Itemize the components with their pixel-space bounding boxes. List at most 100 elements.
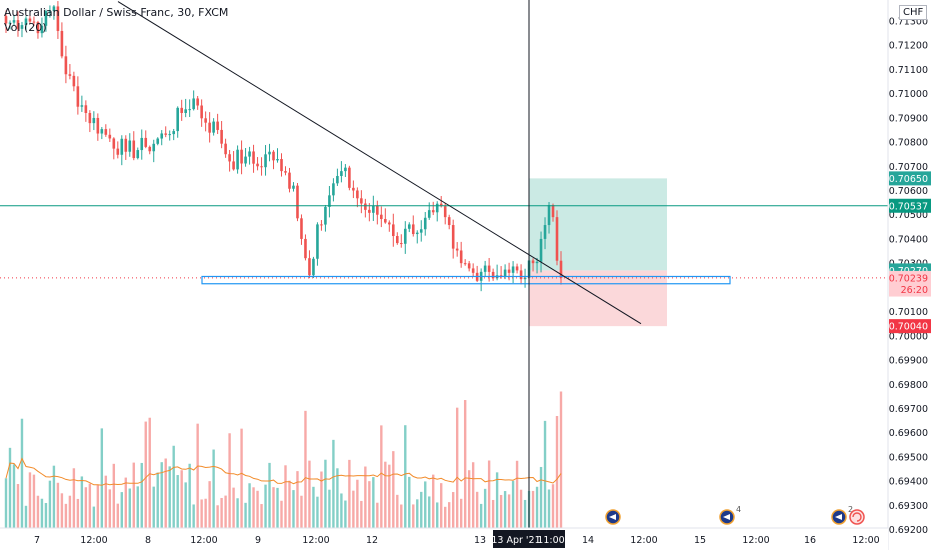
volume-bar [412, 504, 415, 528]
candle-body [344, 167, 347, 172]
event-count-label: 2 [848, 505, 853, 514]
volume-bar [396, 494, 399, 528]
candle-body [156, 138, 160, 144]
volume-bar [499, 494, 503, 528]
time-tick-label: 14 [582, 535, 594, 546]
volume-bar [380, 425, 383, 528]
economic-event-flag-icon[interactable]: 4 [719, 505, 741, 525]
volume-bar [136, 486, 139, 528]
candle-body [220, 129, 223, 144]
economic-event-flag-icon[interactable] [605, 509, 621, 525]
candle-body [148, 146, 152, 152]
volume-bar [8, 447, 12, 528]
volume-bar [48, 480, 52, 528]
candle-body [471, 268, 475, 273]
candle-body [20, 25, 24, 29]
price-tag-label: 0.70040 [889, 322, 928, 333]
volume-bar [144, 421, 147, 528]
drawing-overlays[interactable] [0, 0, 888, 528]
volume-bar [244, 502, 247, 528]
volume-bars [4, 391, 563, 528]
flag-glyph [723, 514, 730, 520]
candle-body [244, 156, 247, 164]
candle-body [4, 16, 8, 24]
volume-bar [368, 481, 371, 528]
volume-bar [64, 503, 68, 528]
candle-body [372, 205, 375, 213]
candle-body [52, 6, 56, 11]
candle-body [463, 263, 467, 265]
volume-bar [420, 491, 423, 528]
time-axis[interactable]: 7 12:00 8 12:00 9 12:00 12 13 14 12:00 15 12:00 16 12… [0, 505, 888, 550]
volume-bar [448, 502, 451, 528]
candle-body [88, 112, 92, 124]
volume-bar [148, 417, 151, 528]
volume-bar [284, 465, 287, 528]
volume-bar [352, 490, 355, 528]
volume-bar [348, 459, 351, 528]
candle-body [28, 18, 32, 22]
volume-bar [88, 483, 92, 528]
time-tick-label: 8 [145, 535, 151, 546]
price-axis[interactable]: 0.71300 0.71200 0.71100 0.71000 0.70900 0.708… [887, 0, 932, 550]
price-tick-label: 0.69300 [889, 501, 928, 512]
candle-body [559, 260, 563, 278]
volume-bar [184, 482, 187, 528]
candle-body [407, 224, 411, 229]
descending-trendline [117, 1, 642, 325]
volume-bar [531, 490, 535, 528]
candle-body [40, 25, 44, 34]
refresh-event-icon[interactable] [849, 509, 865, 525]
crosshair-time-label: 11:00 [537, 535, 564, 546]
candle-body [196, 98, 199, 106]
volume-bar [455, 407, 459, 528]
volume-bar [491, 499, 495, 528]
volume-bar [459, 498, 463, 528]
symbol-title[interactable]: Australian Dollar / Swiss Franc, 30, FXC… [4, 6, 229, 19]
volume-bar [176, 475, 179, 528]
candle-body [399, 243, 403, 245]
volume-bar [164, 458, 167, 528]
candle-body [32, 21, 36, 23]
candle-body [92, 117, 96, 124]
candle-body [435, 203, 439, 213]
chart-legend: Australian Dollar / Swiss Franc, 30, FXC… [4, 5, 228, 35]
candle-body [320, 224, 323, 226]
time-tick-label: 16 [804, 535, 816, 546]
volume-bar [535, 486, 539, 528]
candle-body [120, 138, 124, 155]
price-tick-label: 0.71000 [889, 89, 928, 100]
time-tick-label: 13 [474, 535, 486, 546]
candle-body [260, 166, 263, 168]
economic-event-flag-icon[interactable]: 2 [831, 505, 853, 525]
volume-bar [515, 460, 519, 528]
volume-bar [483, 488, 487, 528]
candle-body [240, 149, 243, 164]
candle-body [36, 22, 40, 34]
volume-bar [84, 487, 88, 528]
candle-body [491, 271, 495, 279]
candles [4, 1, 563, 292]
currency-badge[interactable]: CHF [899, 5, 928, 20]
volume-bar [424, 481, 427, 528]
volume-bar [16, 484, 20, 528]
volume-bar [264, 484, 267, 528]
candle-body [543, 225, 547, 239]
volume-bar [252, 487, 255, 528]
volume-bar [372, 477, 375, 528]
candle-body [419, 229, 423, 233]
candle-body [348, 167, 351, 188]
volume-bar [96, 484, 100, 528]
volume-indicator-label[interactable]: Vol (20) [4, 21, 47, 34]
volume-bar [216, 505, 219, 528]
volume-bar [487, 460, 491, 528]
candle-body [264, 154, 267, 168]
candle-body [248, 151, 251, 157]
volume-bar [76, 498, 80, 528]
time-tick-label: 12:00 [742, 535, 769, 546]
volume-bar [4, 478, 8, 528]
price-tick-label: 0.70000 [889, 331, 928, 342]
candle-body [72, 75, 76, 87]
candle-body [312, 258, 315, 276]
